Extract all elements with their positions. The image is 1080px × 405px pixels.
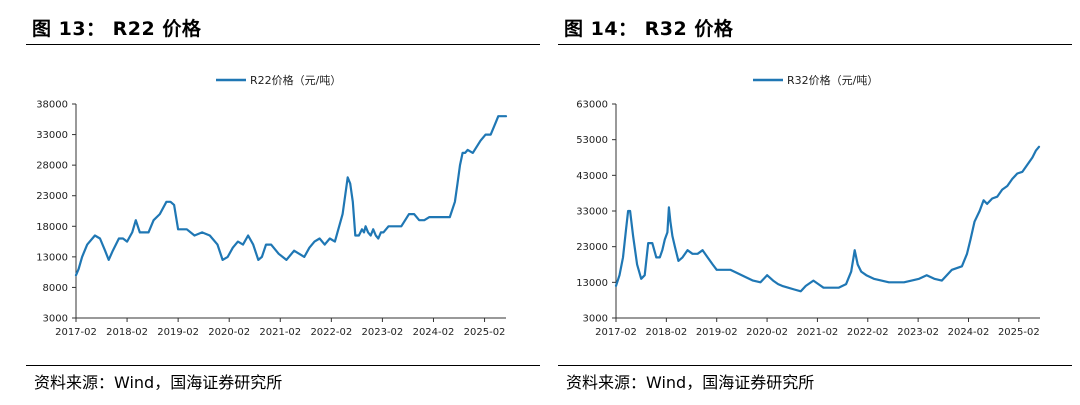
x-tick-label: 2018-02 <box>106 327 148 338</box>
x-tick-label: 2022-02 <box>847 327 889 338</box>
y-tick-label: 3000 <box>43 314 68 325</box>
y-tick-label: 43000 <box>576 171 608 182</box>
figure-title: 图 14： R32 价格 <box>564 18 734 40</box>
x-tick-label: 2023-02 <box>897 327 939 338</box>
x-tick-label: 2021-02 <box>797 327 839 338</box>
legend-label: R22价格（元/吨） <box>250 73 341 87</box>
x-tick-label: 2019-02 <box>696 327 738 338</box>
x-tick-label: 2023-02 <box>362 327 404 338</box>
y-tick-label: 63000 <box>576 100 608 111</box>
y-tick-label: 53000 <box>576 135 608 146</box>
x-tick-label: 2025-02 <box>464 327 506 338</box>
x-tick-label: 2024-02 <box>948 327 990 338</box>
r22-price-chart: 3000 8000 13000 18000 23000 28000 33000 38000 20… <box>36 73 508 338</box>
series-line <box>614 145 1041 293</box>
y-tick-label: 33000 <box>576 207 608 218</box>
x-tick-label: 2025-02 <box>998 327 1040 338</box>
x-tick-label: 2017-02 <box>55 327 97 338</box>
y-tick-label: 28000 <box>36 161 68 172</box>
y-tick-label: 13000 <box>36 252 68 263</box>
x-tick-label: 2024-02 <box>413 327 455 338</box>
r32-panel: 图 14： R32 价格 3000 13000 23000 33000 43000 530… <box>558 0 1072 405</box>
r22-panel: 图 13： R22 价格 3000 8000 13000 18000 23000 2800… <box>26 0 540 405</box>
series-line <box>74 115 508 277</box>
title-rule <box>26 44 540 45</box>
y-tick-label: 38000 <box>36 100 68 111</box>
x-tick-label: 2018-02 <box>645 327 687 338</box>
x-tick-label: 2017-02 <box>595 327 637 338</box>
r32-price-chart: 3000 13000 23000 33000 43000 53000 63000 2017-0… <box>576 73 1041 338</box>
x-tick-label: 2020-02 <box>746 327 788 338</box>
y-tick-label: 3000 <box>583 314 608 325</box>
y-tick-label: 13000 <box>576 278 608 289</box>
y-tick-label: 23000 <box>36 191 68 202</box>
source-note: 资料来源：Wind，国海证券研究所 <box>34 373 283 392</box>
source-note: 资料来源：Wind，国海证券研究所 <box>566 373 815 392</box>
figure-title: 图 13： R22 价格 <box>32 18 202 40</box>
bottom-rule <box>26 365 540 366</box>
legend-label: R32价格（元/吨） <box>787 73 878 87</box>
bottom-rule <box>558 365 1072 366</box>
x-tick-label: 2019-02 <box>157 327 199 338</box>
y-tick-label: 18000 <box>36 222 68 233</box>
x-tick-label: 2021-02 <box>259 327 301 338</box>
y-tick-label: 8000 <box>43 283 68 294</box>
y-tick-label: 23000 <box>576 242 608 253</box>
title-rule <box>558 44 1072 45</box>
y-tick-label: 33000 <box>36 130 68 141</box>
x-tick-label: 2020-02 <box>208 327 250 338</box>
x-tick-label: 2022-02 <box>310 327 352 338</box>
